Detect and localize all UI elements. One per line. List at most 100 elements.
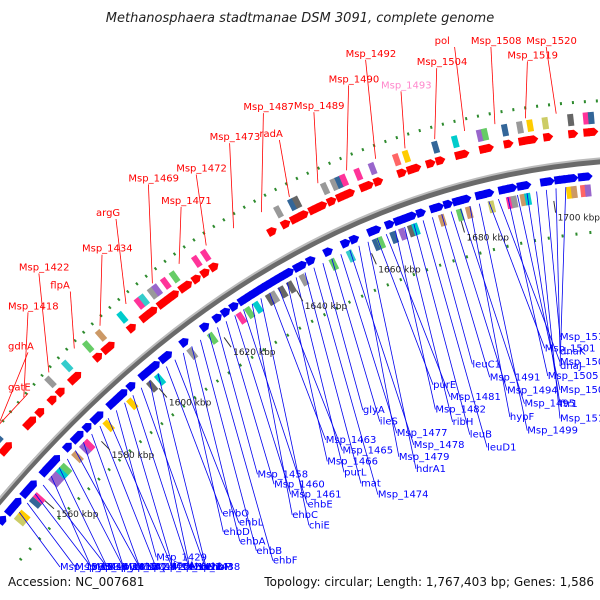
reverse-gene-label: Msp_1460 <box>274 479 325 490</box>
blue-leader-line <box>358 245 400 457</box>
forward-gene-label: pol <box>435 36 450 47</box>
reverse-gene-label: ehbP <box>206 562 231 573</box>
gene-arrow <box>297 210 309 221</box>
blue-leader-line <box>83 442 124 568</box>
blue-leader-line <box>157 373 207 568</box>
forward-gene-label: radA <box>259 129 283 140</box>
gene-arrow <box>168 290 179 301</box>
reverse-gene-label: ehbN <box>189 562 215 573</box>
reverse-gene-label: Msp_1478 <box>414 440 465 451</box>
gene-arrow <box>442 199 454 210</box>
axis-tick <box>371 253 377 265</box>
cog-block <box>455 208 465 222</box>
blue-leader-line <box>286 282 328 462</box>
gene-arrow <box>190 274 201 285</box>
blue-leader-line <box>478 203 528 431</box>
blue-leader-line <box>42 484 108 568</box>
gene-arrow <box>279 219 291 230</box>
blue-leader-line <box>208 333 274 561</box>
reverse-gene-label: ribH <box>453 417 474 428</box>
forward-gene-label: Msp_1493 <box>381 80 432 91</box>
reverse-gene-label: Msp_1417 <box>107 562 158 573</box>
cog-block <box>81 340 95 354</box>
cog-block <box>186 346 199 361</box>
cog-block <box>28 496 42 509</box>
blue-leader-line <box>422 220 488 448</box>
gene-arrow <box>415 208 426 218</box>
gene-arrow <box>26 480 37 491</box>
axis-tick-label: 1700 kbp <box>558 214 600 224</box>
cog-block <box>582 112 590 125</box>
gene-arrow <box>198 322 210 333</box>
cog-block <box>353 167 364 181</box>
red-leader-line <box>115 218 127 305</box>
axis-tick-label: 1560 kbp <box>56 510 99 520</box>
gene-arrow <box>125 381 136 392</box>
reverse-gene-label: dnaK <box>560 346 586 357</box>
cog-block <box>277 285 289 299</box>
axis-tick <box>460 220 465 233</box>
gene-arrow <box>568 173 579 183</box>
gene-arrow <box>146 306 158 317</box>
cog-block <box>199 248 212 263</box>
forward-gene-label: Msp_1489 <box>294 101 345 112</box>
cog-block <box>431 140 441 154</box>
map-title: Methanosphaera stadtmanae DSM 3091, comp… <box>106 11 494 26</box>
reverse-gene-label: leuB <box>470 430 492 441</box>
blue-leader-line <box>322 262 364 411</box>
reverse-gene-label: Msp_1409 <box>91 562 142 573</box>
backbone-highlight <box>0 157 600 500</box>
gene-arrow <box>582 172 593 181</box>
reverse-gene-label: ehbC <box>292 510 318 521</box>
gene-arrow <box>219 307 231 318</box>
blue-leader-line <box>460 208 525 404</box>
blue-leader-line <box>251 303 293 515</box>
cog-block <box>541 116 550 130</box>
forward-gene-label: Msp_1434 <box>82 244 133 255</box>
forward-gene-label: Msp_1469 <box>128 173 179 184</box>
gene-arrow <box>296 260 307 271</box>
gene-arrow <box>304 256 316 267</box>
gene-arrow <box>544 177 555 186</box>
cog-block <box>94 328 108 342</box>
reverse-gene-label: hypF <box>510 412 535 423</box>
gene-arrow <box>502 139 514 149</box>
reverse-gene-label: Msp_1495 <box>525 399 576 410</box>
cog-block <box>0 430 4 444</box>
red-leader-line <box>38 273 50 373</box>
red-leader-line <box>525 61 528 119</box>
cog-block <box>168 270 181 284</box>
red-leader-line <box>178 206 182 264</box>
cog-block <box>500 123 510 137</box>
cog-block <box>570 185 578 199</box>
gene-arrow <box>348 234 360 245</box>
cog-block <box>71 450 84 464</box>
blue-leader-line <box>243 309 308 505</box>
blue-leader-line <box>507 196 549 377</box>
reverse-gene-label: ehbB <box>256 546 282 557</box>
reverse-gene-label: Msp_1428 <box>172 562 223 573</box>
red-leader-line <box>99 254 103 326</box>
blue-leader-line <box>34 493 92 568</box>
cog-block <box>116 310 129 324</box>
gene-arrow <box>207 262 219 273</box>
reverse-gene-label: Msp_1424 <box>124 562 175 573</box>
red-leader-line <box>261 113 264 213</box>
red-leader-line <box>0 352 29 423</box>
cog-block <box>13 514 27 527</box>
reverse-gene-label: feoA <box>173 561 196 572</box>
blue-leader-line <box>75 450 140 568</box>
cog-block <box>291 195 303 209</box>
blue-leader-line <box>66 458 124 568</box>
gene-arrow <box>117 389 128 400</box>
gene-arrow <box>325 196 337 207</box>
forward-gene-label: gatE <box>8 383 31 394</box>
axis-tick-label: 1600 kbp <box>169 398 212 408</box>
blue-leader-line <box>376 237 434 386</box>
cog-block <box>338 173 350 187</box>
blue-leader-line <box>331 258 381 422</box>
red-leader-line <box>365 59 376 159</box>
blue-leader-line <box>182 352 224 532</box>
axis-tick <box>553 200 557 213</box>
gene-arrow <box>316 201 328 212</box>
